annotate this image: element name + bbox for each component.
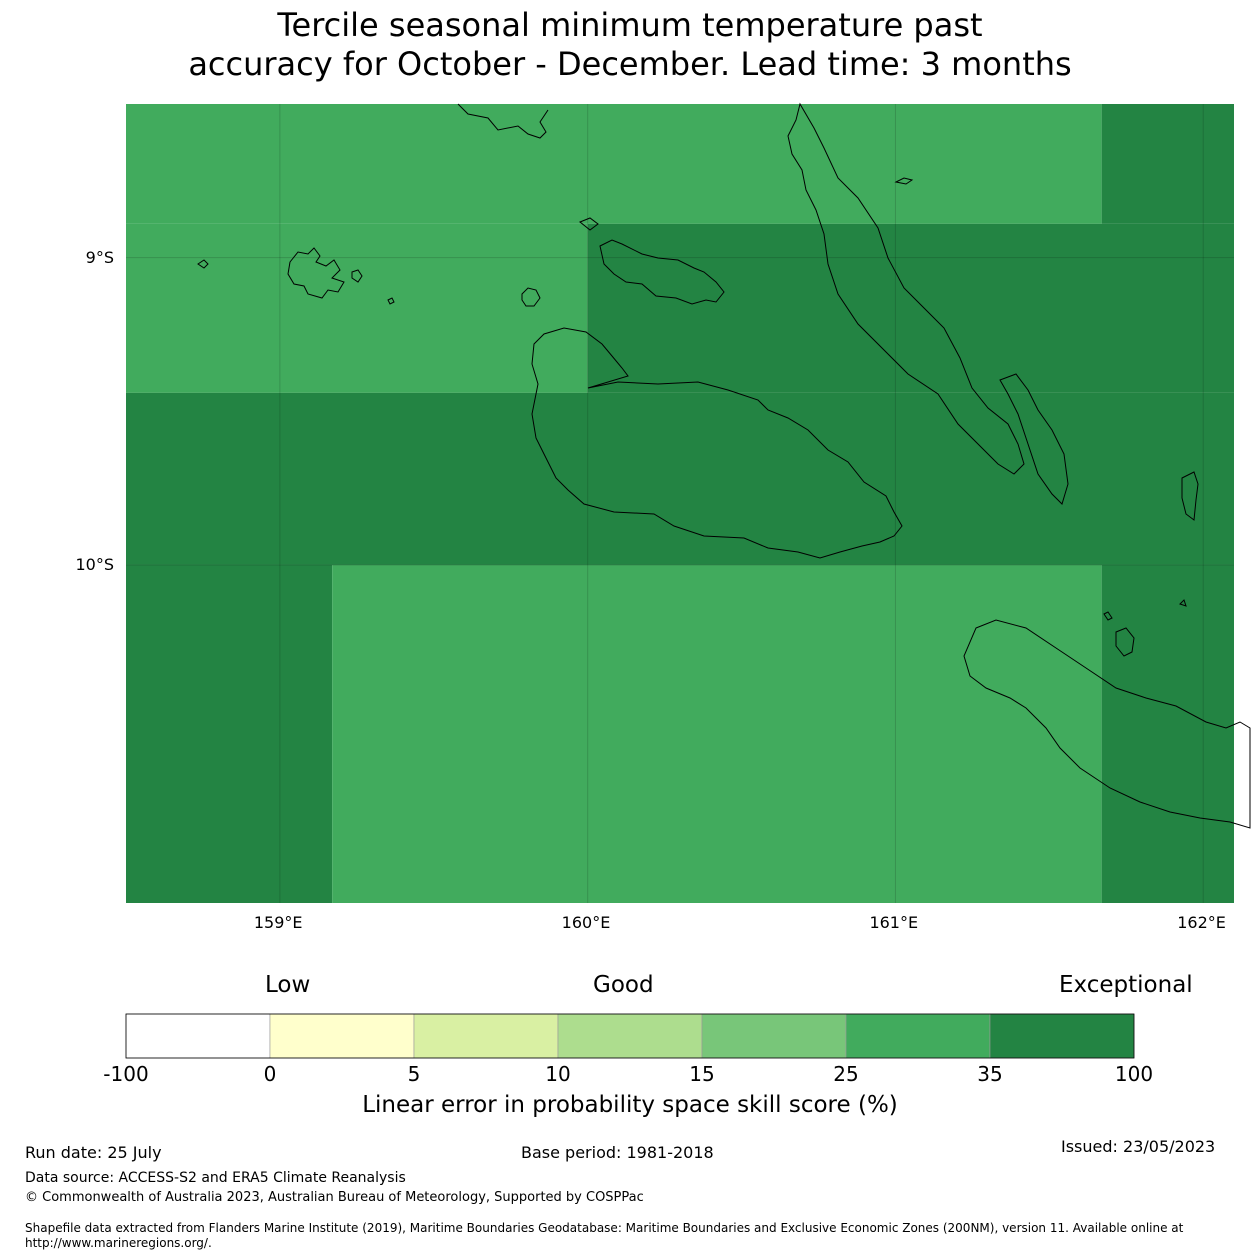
lon-tick-label: 159°E bbox=[253, 913, 303, 932]
shapefile-credit-line-2: http://www.marineregions.org/. bbox=[25, 1236, 212, 1250]
colorbar-segment bbox=[413, 1013, 559, 1059]
colorbar-tick-label: 25 bbox=[833, 1062, 859, 1086]
colorbar-tick-label: 15 bbox=[689, 1062, 715, 1086]
coastline-islet-3 bbox=[387, 297, 395, 305]
coastline-malaita bbox=[787, 102, 1025, 475]
coastline-ulawa bbox=[1181, 471, 1199, 521]
lat-tick-label: 10°S bbox=[75, 554, 114, 574]
skill-cell bbox=[126, 564, 333, 903]
colorbar-segment bbox=[701, 1013, 847, 1059]
skill-cell bbox=[332, 564, 1102, 903]
colorbar-segment bbox=[125, 1013, 271, 1059]
skill-cells bbox=[126, 104, 1234, 903]
skill-cell bbox=[587, 223, 1234, 393]
colorbar-tick-label: 35 bbox=[977, 1062, 1003, 1086]
colorbar-tick-label: 5 bbox=[407, 1062, 421, 1086]
coastline-savo bbox=[521, 287, 541, 307]
colorbar-frame bbox=[125, 1013, 1135, 1059]
skill-cell bbox=[1101, 104, 1234, 224]
shapefile-credit-line-1: Shapefile data extracted from Flanders M… bbox=[25, 1221, 1184, 1235]
colorbar-tick-label: 0 bbox=[263, 1062, 277, 1086]
coastline-florida-islands bbox=[287, 247, 345, 299]
coastline-islet-7 bbox=[1179, 599, 1187, 607]
data-source: Data source: ACCESS-S2 and ERA5 Climate … bbox=[25, 1170, 406, 1186]
coastline-islet-5 bbox=[894, 177, 914, 185]
lon-tick-label: 162°E bbox=[1177, 913, 1226, 932]
colorbar-segment bbox=[269, 1013, 415, 1059]
lon-tick-label: 161°E bbox=[869, 913, 919, 932]
colorbar-heading-exceptional: Exceptional bbox=[1059, 972, 1193, 998]
colorbar-heading-low: Low bbox=[265, 972, 311, 998]
graticule bbox=[126, 104, 1234, 903]
skill-cell bbox=[126, 392, 1234, 565]
coastline-islet-6 bbox=[1103, 611, 1113, 621]
lat-tick-label: 9°S bbox=[85, 247, 114, 267]
coastline-islet-2 bbox=[351, 269, 363, 283]
colorbar-tick-label: 10 bbox=[545, 1062, 571, 1086]
base-period: Base period: 1981-2018 bbox=[521, 1143, 714, 1162]
colorbar-heading-good: Good bbox=[593, 972, 654, 998]
coastlines bbox=[197, 102, 1251, 829]
skill-cell bbox=[1101, 564, 1234, 903]
chart-title: Tercile seasonal minimum temperature pas… bbox=[0, 6, 1260, 84]
colorbar-segment bbox=[845, 1013, 991, 1059]
coastline-small-malaita bbox=[999, 373, 1069, 505]
coastline-top-islands bbox=[457, 103, 549, 139]
copyright: © Commonwealth of Australia 2023, Austra… bbox=[25, 1190, 644, 1205]
title-line-2: accuracy for October - December. Lead ti… bbox=[188, 45, 1072, 83]
title-line-1: Tercile seasonal minimum temperature pas… bbox=[277, 6, 983, 44]
skill-cell bbox=[126, 223, 588, 393]
issued-date: Issued: 23/05/2023 bbox=[1061, 1137, 1216, 1156]
colorbar-tick-label: -100 bbox=[103, 1062, 149, 1086]
colorbar-label: Linear error in probability space skill … bbox=[362, 1092, 898, 1118]
coastline-islet-1 bbox=[197, 259, 209, 269]
coastline-guadalcanal bbox=[531, 327, 903, 559]
colorbar-segment bbox=[557, 1013, 703, 1059]
coastline-nggela-sule bbox=[599, 239, 725, 305]
coastline-makira bbox=[963, 619, 1251, 829]
lon-tick-label: 160°E bbox=[561, 913, 611, 932]
colorbar bbox=[125, 1013, 1135, 1059]
colorbar-segment bbox=[989, 1013, 1135, 1059]
coastline-uki bbox=[1115, 627, 1135, 657]
colorbar-tick-label: 100 bbox=[1114, 1062, 1154, 1086]
run-date: Run date: 25 July bbox=[25, 1143, 162, 1162]
skill-cell bbox=[126, 104, 1102, 224]
coastline-islet-4 bbox=[579, 217, 599, 231]
